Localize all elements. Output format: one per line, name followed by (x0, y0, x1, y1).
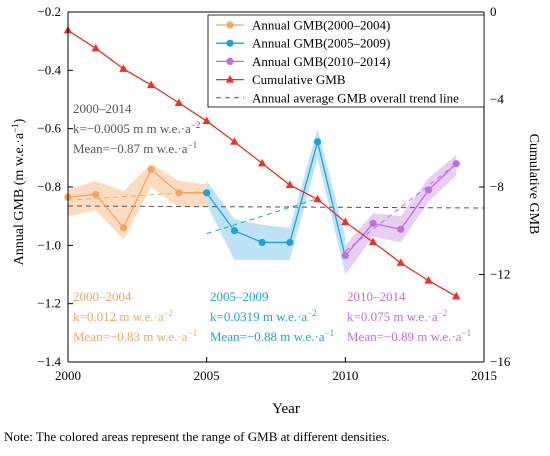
y-tick-label-right: −12 (490, 267, 510, 282)
y-tick-label-right: −16 (490, 354, 511, 369)
figure-note: Note: The colored areas represent the ra… (4, 429, 390, 444)
line-series-1 (206, 141, 346, 258)
svg-text:2000–2004: 2000–2004 (73, 289, 132, 304)
svg-text:2010–2014: 2010–2014 (347, 289, 406, 304)
point-cumulative (230, 137, 239, 145)
period3-annotation: 2010–2014 k=0.075 m w.e.·a−2 Mean=−0.89 … (347, 289, 471, 344)
legend-label: Cumulative GMB (252, 72, 346, 87)
overall-mean: Mean=−0.87 m w.e.·a−1 (73, 140, 197, 156)
legend-marker (225, 75, 235, 83)
line-series-0 (67, 168, 207, 230)
legend-label: Annual GMB(2010–2014) (252, 54, 390, 69)
legend-label: Annual average GMB overall trend line (252, 90, 459, 105)
svg-text:k=0.012 m w.e.·a−2: k=0.012 m w.e.·a−2 (73, 308, 173, 324)
overall-period: 2000–2014 (73, 101, 132, 116)
legend: Annual GMB(2000–2004) Annual GMB(2005–200… (207, 14, 485, 108)
overall-slope: k=−0.0005 m m w.e.·a−2 (73, 120, 200, 136)
legend-marker (226, 57, 234, 65)
point-series-1 (258, 238, 266, 247)
period1-annotation: 2000–2004 k=0.012 m w.e.·a−2 Mean=−0.83 … (73, 289, 197, 344)
svg-text:Mean=−0.88 m w.e.·a−1: Mean=−0.88 m w.e.·a−1 (210, 328, 334, 344)
point-series-2 (369, 219, 377, 228)
svg-text:Mean=−0.83 m w.e.·a−1: Mean=−0.83 m w.e.·a−1 (73, 328, 197, 344)
axes: 2000 2005 2010 2015 −0.2 −0.4 −0.6 −0.8 −1.0 −1.2… (37, 4, 510, 383)
x-tick-label: 2000 (55, 368, 81, 383)
y-tick-label-left: −0.2 (37, 4, 61, 19)
y-tick-label-left: −0.6 (37, 121, 61, 136)
legend-label: Annual GMB(2005–2009) (252, 36, 390, 51)
band-series-1 (206, 128, 346, 275)
point-cumulative (147, 80, 156, 89)
y-tick-label-right: −4 (490, 92, 504, 107)
legend-marker (226, 39, 234, 47)
point-series-0 (119, 224, 128, 232)
point-cumulative (452, 291, 461, 300)
point-cumulative (257, 158, 267, 167)
x-axis-label: Year (272, 401, 300, 417)
point-series-2 (424, 186, 433, 194)
point-cumulative (368, 237, 378, 246)
x-tick-label: 2015 (471, 368, 497, 383)
y-axis-label-left: Annual GMB (m w.e.·a−1) (10, 118, 27, 265)
point-cumulative (313, 194, 322, 203)
point-series-2 (397, 225, 405, 233)
legend-box (207, 14, 485, 108)
point-cumulative (396, 258, 405, 266)
svg-text:Mean=−0.89 m w.e.·a−1: Mean=−0.89 m w.e.·a−1 (347, 328, 471, 344)
x-tick-label: 2010 (332, 368, 358, 383)
point-cumulative (285, 180, 295, 189)
point-cumulative (424, 276, 433, 284)
y-tick-label-left: −1.2 (37, 296, 61, 311)
svg-text:2005–2009: 2005–2009 (210, 289, 269, 304)
y-tick-label-right: 0 (490, 4, 497, 19)
period2-annotation: 2005–2009 k=0.0319 m w.e.·a−2 Mean=−0.88… (210, 289, 334, 344)
point-cumulative (119, 64, 128, 72)
legend-marker (226, 21, 234, 29)
x-tick-label: 2005 (194, 368, 220, 383)
period-trend-lines (67, 163, 485, 252)
svg-text:k=0.075 m w.e.·a−2: k=0.075 m w.e.·a−2 (347, 308, 447, 324)
point-series-1 (230, 227, 238, 235)
overall-trend-line (67, 205, 485, 209)
trend-series-1 (206, 198, 318, 235)
point-series-1 (286, 238, 294, 247)
band-series-2 (345, 154, 457, 275)
point-cumulative (91, 43, 100, 52)
point-series-0 (175, 189, 183, 197)
point-series-2 (452, 160, 460, 168)
point-series-1 (203, 189, 211, 197)
band-series-0 (68, 163, 207, 240)
svg-text:k=0.0319 m w.e.·a−2: k=0.0319 m w.e.·a−2 (210, 308, 317, 324)
y-axis-label-right: Cumulative GMB (526, 134, 541, 235)
legend-label: Annual GMB(2000–2004) (252, 18, 390, 33)
overall-annotation: 2000–2014 k=−0.0005 m m w.e.·a−2 Mean=−0… (73, 101, 200, 156)
y-tick-label-left: −1.0 (37, 237, 61, 252)
point-series-0 (147, 165, 155, 174)
point-series-0 (92, 190, 100, 198)
point-series-2 (341, 251, 349, 260)
y-tick-label-left: −1.4 (37, 354, 61, 369)
series-markers (63, 25, 461, 300)
point-cumulative (174, 98, 184, 106)
trend-series-2 (345, 163, 457, 252)
point-cumulative (341, 217, 350, 225)
y-tick-label-right: −8 (490, 179, 504, 194)
y-tick-label-left: −0.4 (37, 62, 61, 77)
point-cumulative (202, 116, 211, 124)
y-tick-label-left: −0.8 (37, 179, 61, 194)
point-series-1 (314, 138, 322, 146)
